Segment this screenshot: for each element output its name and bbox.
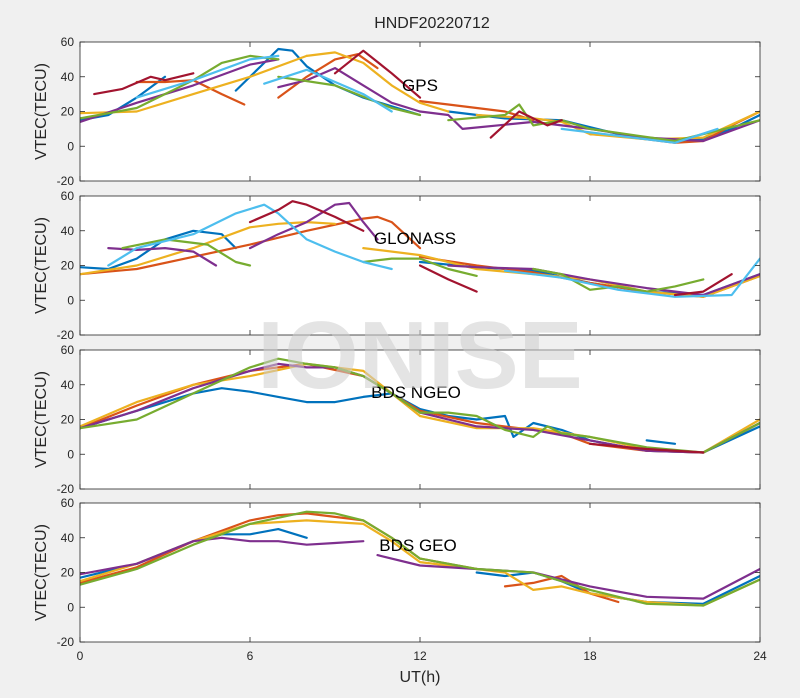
- x-axis-label: UT(h): [400, 669, 441, 686]
- y-tick-label: 20: [61, 105, 75, 119]
- series-line-14: [277, 75, 422, 117]
- series-line-0: [80, 387, 422, 430]
- y-tick-label: 40: [61, 70, 75, 84]
- panel-1: -20 0 20 40 60 VTEC(TECU) GLONASS: [33, 189, 761, 342]
- series-line-8: [305, 51, 450, 113]
- y-axis-label: VTEC(TECU): [33, 217, 50, 314]
- series-line-11: [588, 442, 705, 454]
- y-tick-label: 40: [61, 531, 75, 545]
- series-line-13: [503, 257, 760, 298]
- y-tick-label: 0: [67, 600, 74, 614]
- y-tick-label: 0: [67, 293, 74, 307]
- y-tick-label: -20: [57, 635, 75, 649]
- x-tick-label: 12: [413, 649, 427, 663]
- series-line-6: [376, 553, 760, 600]
- x-tick-label: 24: [753, 649, 767, 663]
- y-tick-label: -20: [57, 174, 75, 188]
- y-tick-label: 60: [61, 189, 75, 203]
- series-line-9: [80, 357, 422, 430]
- series-line-12: [107, 203, 393, 271]
- x-tick-label: 18: [583, 649, 597, 663]
- series-line-10: [362, 257, 478, 277]
- series-line-9: [121, 238, 252, 267]
- series-line-7: [80, 510, 422, 586]
- series-line-2: [80, 215, 422, 276]
- plot-area: [80, 503, 760, 642]
- series-line-17: [263, 68, 393, 113]
- series-line-2: [645, 439, 677, 445]
- series-line-12: [418, 110, 760, 143]
- series-line-10: [418, 411, 760, 454]
- panel-label: BDS NGEO: [371, 383, 461, 402]
- series-line-6: [107, 247, 218, 267]
- series-line-21: [489, 110, 563, 139]
- series-line-15: [418, 264, 478, 293]
- panel-label: GLONASS: [374, 229, 456, 248]
- x-tick-label: 6: [247, 649, 254, 663]
- y-tick-label: 60: [61, 496, 75, 510]
- panel-label: BDS GEO: [379, 536, 456, 555]
- series-line-5: [80, 536, 365, 576]
- series-line-18: [560, 127, 719, 144]
- y-axis-label: VTEC(TECU): [33, 371, 50, 468]
- y-tick-label: 0: [67, 447, 74, 461]
- y-tick-label: 60: [61, 35, 75, 49]
- plot-area: [80, 350, 760, 489]
- series-group: [80, 200, 760, 298]
- y-tick-label: 20: [61, 566, 75, 580]
- figure-title: HNDF20220712: [374, 15, 490, 32]
- y-tick-label: 40: [61, 378, 75, 392]
- series-group: [80, 47, 760, 144]
- y-axis-label: VTEC(TECU): [33, 63, 50, 160]
- panel-0: -20 0 20 40 60 VTEC(TECU) GPS: [33, 35, 761, 188]
- y-tick-label: 20: [61, 259, 75, 273]
- series-line-8: [418, 557, 760, 607]
- x-tick-label: 0: [77, 649, 84, 663]
- y-tick-label: -20: [57, 482, 75, 496]
- series-line-7: [248, 201, 379, 250]
- y-tick-label: 0: [67, 139, 74, 153]
- series-group: [80, 510, 760, 607]
- series-group: [80, 357, 760, 454]
- panel-2: -20 0 20 40 60 VTEC(TECU) BDS NGEO: [33, 343, 761, 496]
- series-line-16: [135, 54, 280, 99]
- series-line-16: [673, 273, 733, 297]
- series-line-15: [447, 103, 760, 143]
- y-tick-label: 40: [61, 224, 75, 238]
- series-line-13: [80, 54, 280, 120]
- series-line-11: [532, 267, 705, 293]
- watermark-text: IONISE: [257, 302, 582, 409]
- series-line-10: [80, 58, 280, 124]
- series-line-20: [333, 49, 422, 99]
- y-tick-label: 60: [61, 343, 75, 357]
- series-line-14: [248, 200, 365, 232]
- y-tick-label: 20: [61, 413, 75, 427]
- panel-label: GPS: [402, 76, 438, 95]
- series-line-4: [277, 53, 379, 99]
- y-tick-label: -20: [57, 328, 75, 342]
- y-axis-label: VTEC(TECU): [33, 524, 50, 621]
- series-line-19: [93, 72, 195, 96]
